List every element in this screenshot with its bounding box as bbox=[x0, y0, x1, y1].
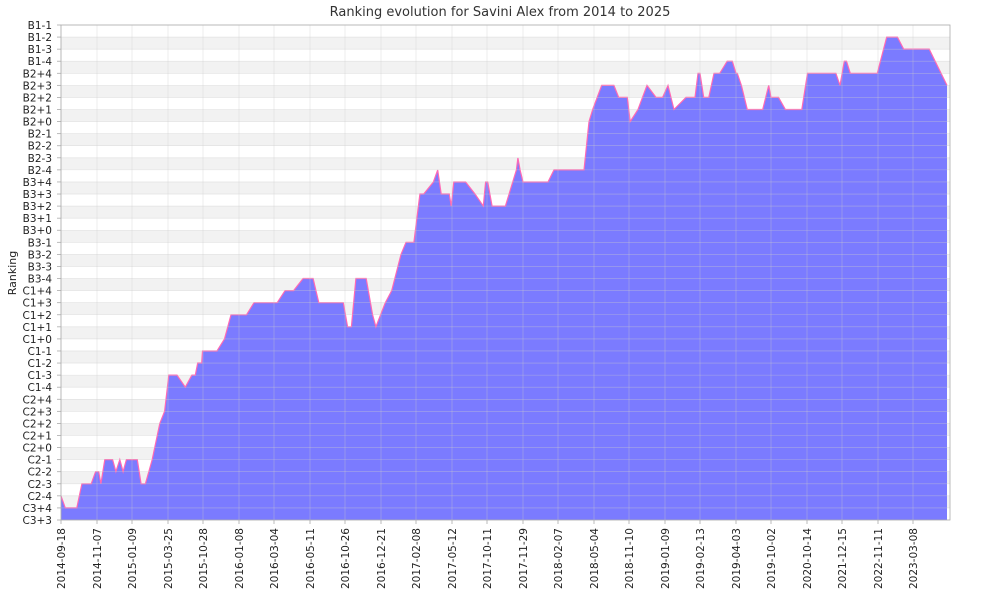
y-tick-label: B3-3 bbox=[28, 261, 52, 273]
x-tick-label: 2016-12-21 bbox=[376, 528, 388, 589]
x-axis-ticks: 2014-09-18 2014-11-07 2015-01-09 2015-03-25… bbox=[56, 520, 920, 589]
x-tick-label: 2019-01-09 bbox=[660, 528, 672, 589]
y-tick-label: B3+1 bbox=[23, 213, 52, 225]
x-tick-label: 2016-05-11 bbox=[305, 528, 317, 589]
x-tick-label: 2020-10-14 bbox=[802, 528, 814, 589]
y-tick-label: B3-4 bbox=[28, 274, 53, 286]
y-tick-label: B2-4 bbox=[28, 165, 53, 177]
x-tick-label: 2015-03-25 bbox=[163, 528, 175, 589]
x-tick-label: 2019-04-03 bbox=[731, 528, 743, 589]
x-tick-label: 2018-02-07 bbox=[553, 528, 565, 589]
y-tick-label: B3-2 bbox=[28, 249, 52, 261]
y-tick-label: C1-4 bbox=[28, 382, 53, 394]
y-tick-label: B3+3 bbox=[23, 189, 52, 201]
y-tick-label: C2+3 bbox=[23, 406, 53, 418]
y-tick-label: B2+4 bbox=[23, 68, 53, 80]
x-tick-label: 2018-05-04 bbox=[589, 528, 601, 589]
y-tick-label: C1+1 bbox=[23, 322, 53, 334]
x-tick-label: 2015-10-28 bbox=[198, 528, 210, 589]
x-tick-label: 2018-11-10 bbox=[624, 528, 636, 589]
y-tick-label: B3+2 bbox=[23, 201, 52, 213]
y-tick-label: B1-4 bbox=[28, 56, 53, 68]
y-tick-label: C3+4 bbox=[23, 503, 53, 515]
x-tick-label: 2014-11-07 bbox=[92, 528, 104, 589]
y-axis-label: Ranking bbox=[6, 251, 19, 296]
y-tick-label: C1+3 bbox=[23, 298, 53, 310]
y-tick-label: C2-1 bbox=[28, 455, 52, 467]
y-tick-label: C2-3 bbox=[28, 479, 52, 491]
x-tick-label: 2016-10-26 bbox=[340, 528, 352, 589]
x-tick-label: 2017-02-08 bbox=[411, 528, 423, 589]
y-tick-label: C3+3 bbox=[23, 515, 53, 527]
x-tick-label: 2015-01-09 bbox=[127, 528, 139, 589]
y-axis-ticks: C3+3C3+4C2-4C2-3C2-2C2-1C2+0C2+1C2+2C2+3… bbox=[23, 20, 61, 527]
y-tick-label: C1+4 bbox=[23, 286, 53, 298]
gridlines bbox=[60, 24, 951, 521]
y-tick-label: C2+4 bbox=[23, 394, 53, 406]
y-tick-label: B3-1 bbox=[28, 237, 52, 249]
y-tick-label: B1-2 bbox=[28, 32, 52, 44]
x-tick-label: 2022-11-11 bbox=[873, 528, 885, 589]
y-tick-label: B2-2 bbox=[28, 141, 52, 153]
x-tick-label: 2021-12-15 bbox=[837, 528, 849, 589]
y-tick-label: B2-1 bbox=[28, 129, 52, 141]
y-tick-label: C1+0 bbox=[23, 334, 53, 346]
x-tick-label: 2023-03-08 bbox=[908, 528, 920, 589]
y-tick-label: B2+2 bbox=[23, 92, 52, 104]
y-tick-label: C2+0 bbox=[23, 443, 53, 455]
y-tick-label: B2+3 bbox=[23, 80, 52, 92]
y-tick-label: B3+0 bbox=[23, 225, 52, 237]
plot-border bbox=[60, 24, 951, 521]
y-tick-label: C1-1 bbox=[28, 346, 52, 358]
y-tick-label: C2+2 bbox=[23, 418, 53, 430]
y-tick-label: C1-2 bbox=[28, 358, 52, 370]
plot-band bbox=[61, 61, 950, 74]
y-tick-label: B2+1 bbox=[23, 105, 52, 117]
x-tick-label: 2017-05-12 bbox=[447, 528, 459, 589]
y-tick-label: B1-3 bbox=[28, 44, 52, 56]
x-tick-label: 2014-09-18 bbox=[56, 528, 68, 589]
y-tick-label: B1-1 bbox=[28, 20, 52, 32]
plot-band bbox=[61, 37, 950, 50]
y-tick-label: C2-4 bbox=[28, 491, 53, 503]
y-tick-label: C1+2 bbox=[23, 310, 53, 322]
x-tick-label: 2016-03-04 bbox=[269, 528, 281, 589]
x-tick-label: 2017-11-29 bbox=[518, 528, 530, 589]
y-tick-label: C2-2 bbox=[28, 467, 52, 479]
y-tick-label: B3+4 bbox=[23, 177, 53, 189]
x-tick-label: 2019-02-13 bbox=[695, 528, 707, 589]
y-tick-label: C1-3 bbox=[28, 370, 52, 382]
x-tick-label: 2016-01-08 bbox=[234, 528, 246, 589]
y-tick-label: C2+1 bbox=[23, 430, 53, 442]
x-tick-label: 2017-10-11 bbox=[482, 528, 494, 589]
y-tick-label: B2-3 bbox=[28, 153, 52, 165]
y-tick-label: B2+0 bbox=[23, 117, 52, 129]
x-tick-label: 2019-10-02 bbox=[766, 528, 778, 589]
chart-title: Ranking evolution for Savini Alex from 2… bbox=[330, 5, 671, 20]
